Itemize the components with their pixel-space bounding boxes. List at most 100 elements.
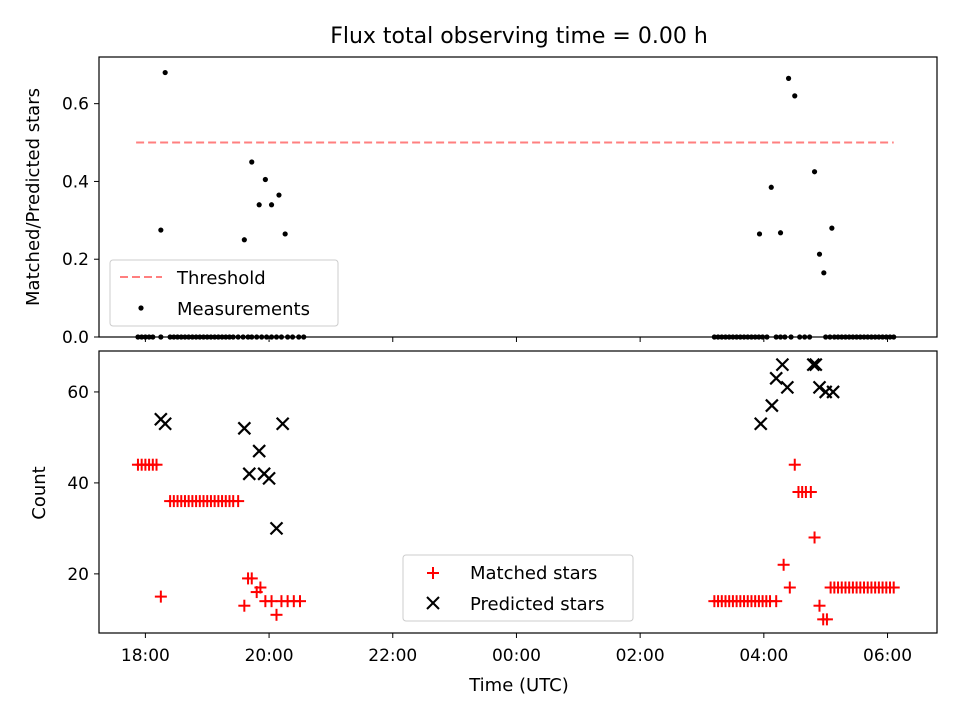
matched-stars-point — [293, 595, 306, 608]
measurement-point — [158, 227, 164, 233]
measurement-point — [868, 334, 875, 340]
measurement-point — [792, 93, 798, 99]
measurement-point — [842, 334, 849, 340]
measurement-point — [204, 334, 210, 340]
matched-stars-point — [820, 613, 833, 626]
measurement-point — [268, 202, 275, 208]
measurement-point — [278, 334, 285, 340]
measurement-point — [748, 334, 755, 340]
top-y-tick-label: 0.6 — [62, 95, 89, 115]
predicted-stars-point — [812, 380, 827, 395]
measurement-point — [219, 334, 225, 340]
measurement-point — [223, 334, 229, 340]
measurements-legend-label: Measurements — [177, 299, 310, 320]
measurement-point — [208, 334, 214, 340]
x-tick-label: 22:00 — [368, 646, 417, 666]
measurements-legend-marker — [138, 305, 144, 311]
x-tick-label: 18:00 — [121, 646, 170, 666]
measurement-point — [876, 334, 882, 340]
top-y-tick-label: 0.0 — [62, 328, 89, 348]
measurement-point — [846, 334, 852, 340]
measurement-point — [734, 334, 740, 340]
measurement-point — [821, 270, 827, 276]
top-y-tick-label: 0.2 — [62, 250, 89, 270]
measurement-point — [226, 334, 233, 340]
x-tick-label: 04:00 — [739, 646, 788, 666]
measurement-point — [797, 334, 803, 340]
measurement-point — [139, 334, 145, 340]
measurement-point — [887, 334, 893, 340]
measurement-point — [730, 334, 736, 340]
matched-stars-point — [232, 495, 245, 508]
predicted-stars-point — [158, 416, 172, 431]
measurement-point — [777, 230, 784, 236]
matched-stars-point — [804, 486, 817, 498]
measurement-point — [829, 225, 835, 231]
matched-stars-point — [770, 595, 783, 608]
measurement-point — [158, 334, 164, 340]
measurement-point — [171, 334, 177, 340]
matched-stars-point — [254, 581, 267, 594]
top-legend: Threshold Measurements — [109, 259, 339, 327]
measurement-point — [200, 334, 207, 340]
bottom-y-tick-label: 60 — [67, 383, 89, 403]
matched-stars-legend-label: Matched stars — [470, 563, 597, 584]
measurement-point — [241, 237, 247, 243]
measurement-point — [785, 75, 792, 81]
measurement-point — [289, 334, 296, 340]
measurement-point — [891, 334, 897, 340]
measurement-point — [759, 334, 766, 340]
measurement-point — [879, 334, 886, 340]
predicted-stars-point — [269, 521, 284, 536]
measurement-point — [178, 334, 184, 340]
predicted-stars-point — [242, 467, 257, 481]
predicted-stars-point — [753, 416, 768, 431]
measurement-point — [788, 334, 794, 340]
measurement-point — [872, 334, 878, 340]
measurement-point — [146, 334, 152, 340]
predicted-stars-point — [769, 371, 783, 386]
measurement-point — [167, 334, 173, 340]
measurement-point — [150, 334, 156, 340]
predicted-stars-point — [237, 421, 252, 436]
bottom-y-tick-label: 40 — [67, 474, 89, 494]
top-axes: 0.0 0.2 0.4 0.6 — [62, 56, 938, 348]
measurement-point — [268, 334, 275, 340]
measurement-point — [726, 334, 732, 340]
predicted-stars-legend-marker — [426, 596, 440, 610]
measurement-point — [256, 202, 262, 208]
measurement-point — [259, 334, 265, 340]
measurement-point — [839, 334, 845, 340]
predicted-stars-point — [262, 471, 276, 486]
measurement-point — [861, 334, 867, 340]
measurement-point — [282, 231, 288, 237]
measurement-point — [215, 334, 221, 340]
measurement-point — [249, 159, 255, 165]
measurement-point — [777, 334, 784, 340]
x-tick-label: 20:00 — [245, 646, 294, 666]
measurement-point — [711, 334, 717, 340]
measurement-point — [782, 334, 788, 340]
measurement-point — [235, 334, 241, 340]
measurement-point — [865, 334, 871, 340]
measurement-point — [174, 334, 181, 340]
chart-title: Flux total observing time = 0.00 h — [330, 24, 708, 49]
matched-stars-point — [808, 531, 821, 544]
x-axis-label: Time (UTC) — [468, 675, 569, 696]
bottom-y-axis-label: Count — [29, 466, 50, 519]
predicted-stars-point — [765, 398, 779, 413]
matched-stars-point — [238, 599, 251, 612]
top-axes-frame — [98, 56, 938, 338]
matched-stars-legend-marker — [427, 567, 439, 579]
matched-stars-point — [270, 608, 283, 621]
measurement-point — [142, 334, 148, 340]
predicted-stars-point — [275, 416, 290, 431]
matched-stars-point — [150, 458, 163, 471]
measurement-point — [135, 334, 141, 340]
matched-stars-point — [154, 590, 167, 603]
measurement-point — [273, 334, 280, 340]
top-legend-frame — [109, 259, 339, 327]
bottom-y-tick-label: 20 — [67, 565, 89, 585]
measurement-point — [162, 69, 168, 76]
